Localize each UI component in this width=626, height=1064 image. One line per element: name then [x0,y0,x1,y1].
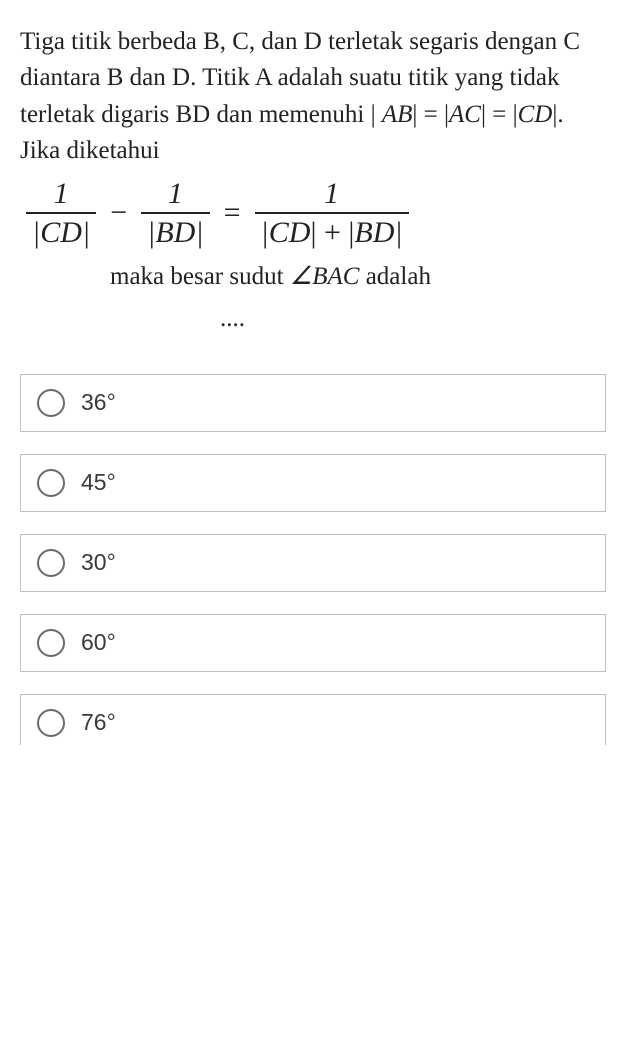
frac3-den-var2: BD [354,216,394,249]
angle-symbol: ∠ [290,263,312,290]
radio-icon [37,549,65,577]
option-60[interactable]: 60° [20,614,606,672]
frac3-den-mid: | + | [310,216,354,249]
tail-text-1: maka besar sudut [110,263,290,290]
var-ab: AB [382,101,413,128]
radio-icon [37,629,65,657]
option-label: 30° [81,549,116,576]
option-label: 45° [81,469,116,496]
frac1-den-rbar: | [82,216,90,249]
angle-bac: BAC [312,263,359,290]
frac2-den-var: BD [155,216,195,249]
bar1: | = | [412,101,449,128]
question-paragraph: Tiga titik berbeda B, C, dan D terletak … [20,24,606,169]
bar2: | = | [481,101,518,128]
frac1-den: |CD| [26,212,96,249]
frac1-num: 1 [48,177,75,212]
frac1-den-lbar: | [32,216,40,249]
radio-icon [37,709,65,737]
option-76[interactable]: 76° [20,694,606,745]
frac2-den-rbar: | [195,216,203,249]
option-label: 60° [81,629,116,656]
frac3-num: 1 [318,177,345,212]
radio-icon [37,469,65,497]
fraction-1: 1 |CD| [26,177,96,249]
minus-sign: − [110,196,127,230]
options-list: 36° 45° 30° 60° 76° [20,374,606,745]
equation: 1 |CD| − 1 |BD| = 1 |CD| + |BD| [26,177,606,249]
tail-text-2: adalah [359,263,430,290]
question-tail: maka besar sudut ∠BAC adalah .... [110,259,606,338]
ellipsis: .... [220,301,606,337]
fraction-2: 1 |BD| [141,177,210,249]
frac3-den: |CD| + |BD| [255,212,409,249]
frac3-den-lbar: | [261,216,269,249]
option-label: 36° [81,389,116,416]
option-30[interactable]: 30° [20,534,606,592]
frac3-den-rbar: | [394,216,402,249]
radio-icon [37,389,65,417]
frac1-den-var: CD [40,216,82,249]
frac3-den-var1: CD [269,216,311,249]
option-36[interactable]: 36° [20,374,606,432]
fraction-3: 1 |CD| + |BD| [255,177,409,249]
option-label: 76° [81,709,116,736]
equals-sign: = [224,196,241,230]
frac2-den: |BD| [141,212,210,249]
var-cd: CD [518,101,553,128]
option-45[interactable]: 45° [20,454,606,512]
frac2-num: 1 [162,177,189,212]
var-ac: AC [449,101,481,128]
